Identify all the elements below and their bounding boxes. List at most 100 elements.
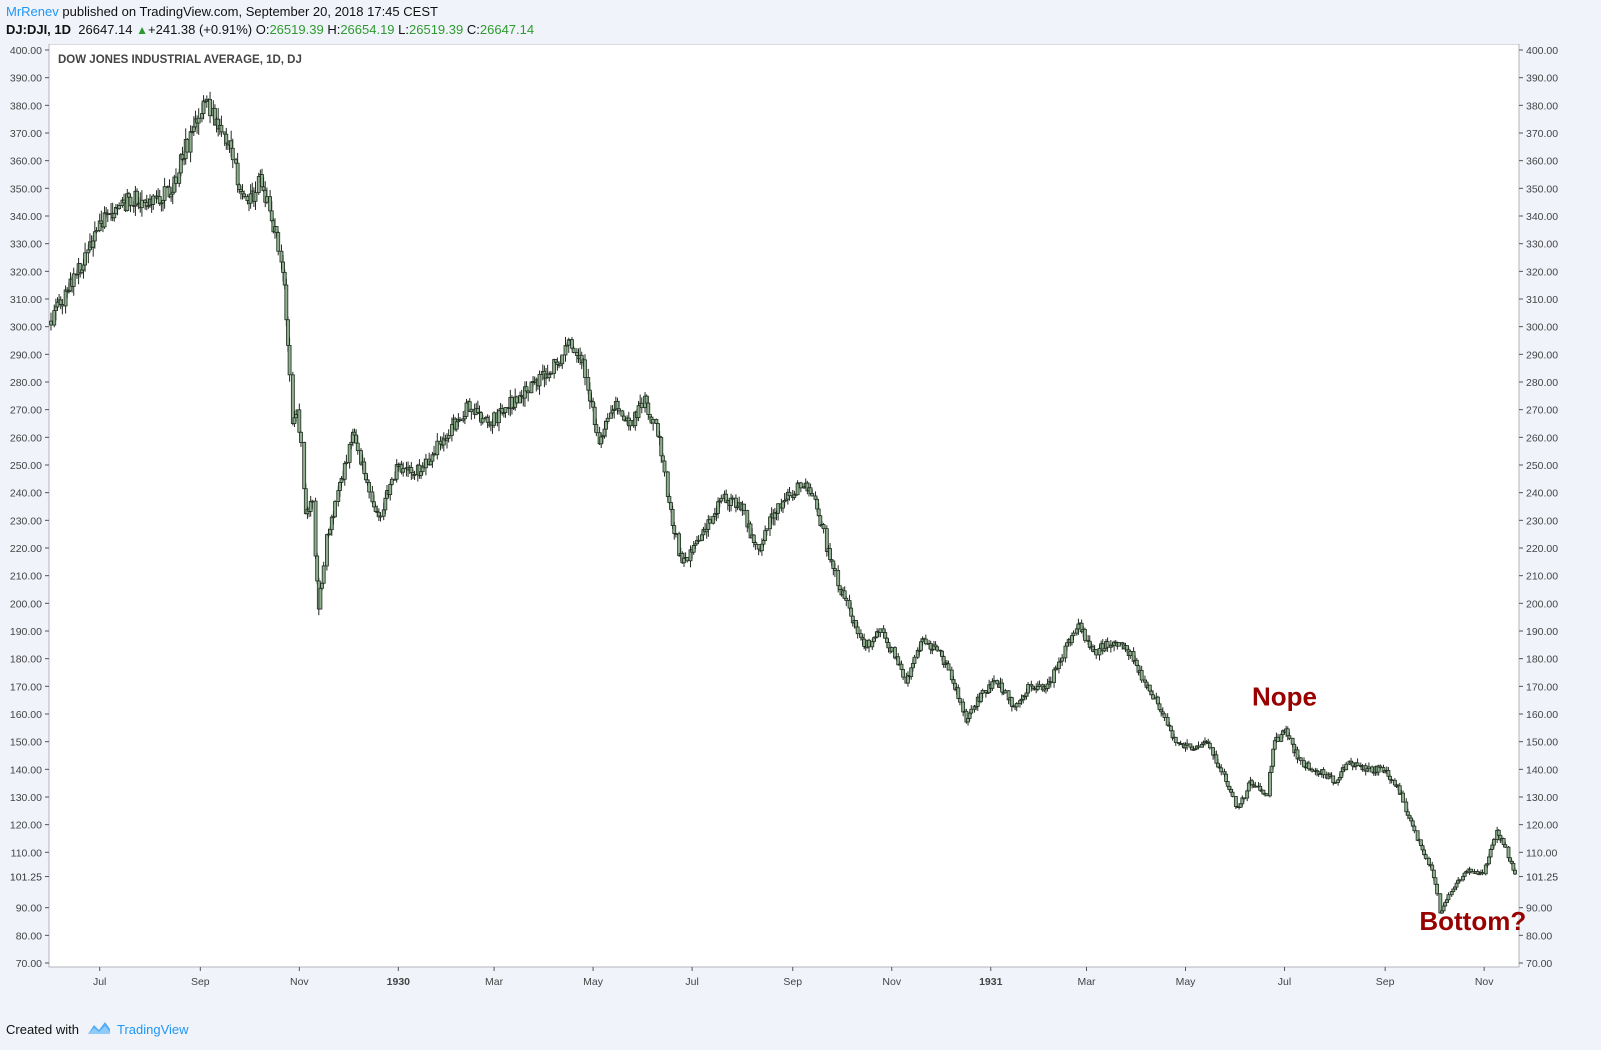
ohlc-bar-body bbox=[910, 663, 915, 669]
ohlc-bar-body bbox=[571, 347, 576, 353]
y-tick-label-right: 310.00 bbox=[1526, 294, 1558, 306]
x-tick-label: Nov bbox=[882, 976, 901, 988]
ohlc-bar-body bbox=[1076, 623, 1081, 630]
ohlc-bar-body bbox=[980, 690, 985, 694]
ohlc-bar-body bbox=[617, 408, 621, 412]
y-tick-label-right: 240.00 bbox=[1526, 488, 1558, 500]
y-tick-label-right: 170.00 bbox=[1526, 681, 1558, 693]
ohlc-bar-body bbox=[912, 656, 917, 664]
ohlc-bar-body bbox=[670, 509, 675, 526]
ohlc-bar-body bbox=[1370, 766, 1375, 773]
ohlc-bar-body bbox=[776, 503, 781, 514]
ohlc-bar-body bbox=[896, 656, 901, 666]
ohlc-bar-body bbox=[281, 261, 285, 273]
ohlc-bar-body bbox=[881, 628, 886, 633]
y-tick-label-right: 180.00 bbox=[1526, 654, 1558, 666]
ohlc-bar-body bbox=[409, 467, 414, 473]
ohlc-bar-body bbox=[966, 718, 970, 723]
ohlc-bar-body bbox=[1276, 736, 1280, 742]
y-tick-label-right: 200.00 bbox=[1526, 598, 1558, 610]
ohlc-bar-body bbox=[336, 490, 341, 502]
ohlc-bar-body bbox=[1128, 651, 1133, 656]
y-tick-label-right: 270.00 bbox=[1526, 405, 1558, 417]
ohlc-bar-body bbox=[615, 401, 620, 410]
ohlc-bar-body bbox=[378, 515, 383, 518]
publish-line: MrRenev published on TradingView.com, Se… bbox=[6, 4, 438, 19]
change-value: +241.38 (+0.91%) bbox=[148, 22, 253, 37]
ohlc-bar-body bbox=[636, 405, 641, 418]
author-link[interactable]: MrRenev bbox=[6, 4, 59, 19]
ohlc-bar-body bbox=[1401, 792, 1405, 803]
x-tick-label: Jul bbox=[93, 976, 106, 988]
y-tick-label-right: 330.00 bbox=[1526, 239, 1558, 251]
ohlc-bar-body bbox=[151, 195, 156, 205]
ohlc-bar-body bbox=[816, 508, 821, 517]
ohlc-bar-body bbox=[282, 272, 287, 286]
ohlc-bar-body bbox=[818, 515, 823, 526]
y-tick-label-left: 320.00 bbox=[10, 266, 42, 278]
ohlc-bar-body bbox=[1246, 782, 1251, 792]
y-tick-label-right: 350.00 bbox=[1526, 183, 1558, 195]
ohlc-bar-body bbox=[268, 196, 273, 212]
y-tick-label-left: 370.00 bbox=[10, 128, 42, 140]
ohlc-bar-body bbox=[1003, 690, 1008, 694]
ohlc-bar-body bbox=[135, 190, 139, 205]
y-tick-label-left: 80.00 bbox=[16, 930, 42, 942]
ohlc-bar-body bbox=[1492, 839, 1496, 846]
ohlc-bar-body bbox=[256, 176, 261, 194]
ohlc-bar-body bbox=[1480, 872, 1485, 875]
ohlc-bar-body bbox=[1147, 684, 1152, 692]
y-tick-label-left: 280.00 bbox=[10, 377, 42, 389]
ohlc-bar-body bbox=[381, 509, 386, 517]
ohlc-bar-body bbox=[1233, 795, 1238, 807]
ohlc-bar-body bbox=[1211, 747, 1216, 756]
ohlc-bar-body bbox=[53, 306, 58, 311]
ohlc-bar-body bbox=[1230, 791, 1235, 797]
tradingview-link[interactable]: TradingView bbox=[117, 1022, 189, 1037]
price-chart[interactable]: 70.00 70.00 80.00 80.00 90.00 90.00 110.00 110.… bbox=[0, 44, 1601, 1016]
ohlc-bar-body bbox=[1449, 891, 1454, 896]
ohlc-bar-body bbox=[1422, 849, 1427, 856]
ohlc-bar-body bbox=[1487, 856, 1491, 865]
y-tick-label-right: 160.00 bbox=[1526, 709, 1558, 721]
ohlc-bar-body bbox=[859, 633, 863, 638]
ohlc-bar-body bbox=[230, 147, 235, 161]
ohlc-bar-body bbox=[935, 646, 940, 651]
ohlc-bar-body bbox=[299, 431, 303, 443]
y-tick-label-right: 280.00 bbox=[1526, 377, 1558, 389]
ohlc-bar-body bbox=[286, 319, 290, 346]
ohlc-bar-body bbox=[813, 495, 818, 500]
ohlc-bar-body bbox=[1264, 793, 1269, 797]
ohlc-bar-body bbox=[760, 543, 764, 552]
y-tick-label-left: 400.00 bbox=[10, 45, 42, 57]
ohlc-bar-body bbox=[1250, 780, 1254, 786]
chart-title: DOW JONES INDUSTRIAL AVERAGE, 1D, DJ bbox=[58, 54, 302, 66]
ohlc-bar-body bbox=[325, 534, 329, 567]
ohlc-bar-body bbox=[469, 408, 474, 413]
ohlc-bar-body bbox=[279, 250, 284, 263]
ohlc-bar-body bbox=[1000, 682, 1005, 693]
ohlc-bar-body bbox=[1045, 683, 1050, 689]
open-label: O: bbox=[255, 22, 270, 37]
ohlc-bar-body bbox=[764, 528, 769, 532]
y-tick-label-left: 380.00 bbox=[10, 100, 42, 112]
ohlc-bar-body bbox=[781, 501, 785, 509]
ohlc-bar-body bbox=[699, 534, 704, 541]
ohlc-bar-body bbox=[81, 264, 86, 271]
x-tick-label: Jul bbox=[685, 976, 698, 988]
ohlc-bar-body bbox=[269, 210, 274, 222]
ohlc-bar-body bbox=[1026, 684, 1030, 694]
y-tick-label-right: 220.00 bbox=[1526, 543, 1558, 555]
y-tick-label-right: 110.00 bbox=[1526, 847, 1557, 859]
ohlc-bar-body bbox=[708, 519, 712, 524]
ohlc-bar-body bbox=[1418, 839, 1423, 846]
ohlc-bar-body bbox=[1242, 797, 1246, 800]
ohlc-bar-body bbox=[602, 428, 607, 437]
ohlc-bar-body bbox=[1216, 762, 1220, 768]
y-tick-label-right: 90.00 bbox=[1526, 903, 1552, 915]
y-tick-label-left: 170.00 bbox=[10, 681, 42, 693]
ohlc-bar-body bbox=[526, 390, 531, 394]
ohlc-bar-body bbox=[1287, 735, 1292, 739]
ohlc-bar-body bbox=[574, 352, 579, 356]
ohlc-bar-body bbox=[338, 481, 342, 491]
